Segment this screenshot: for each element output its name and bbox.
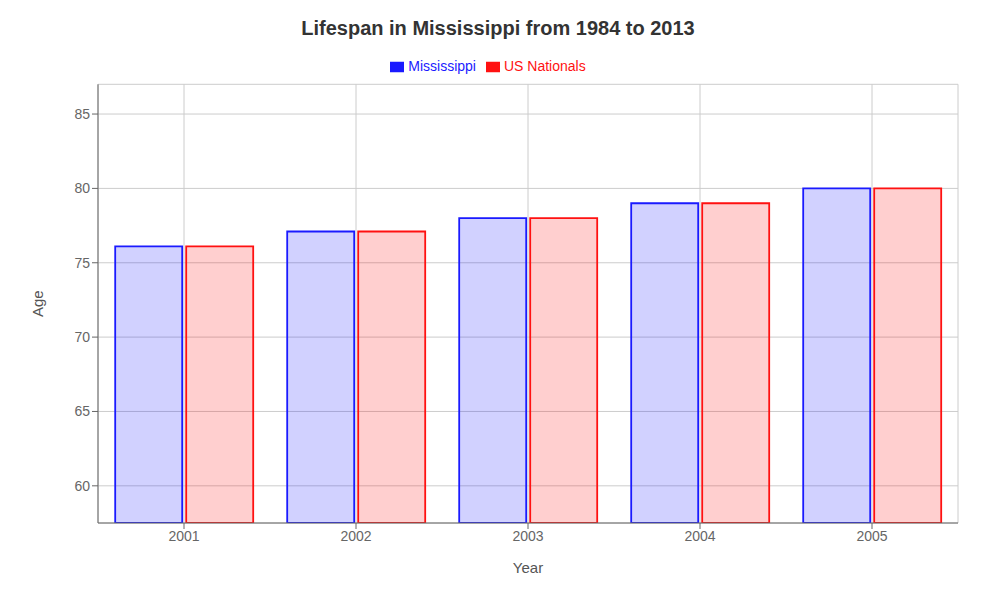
svg-text:80: 80: [74, 180, 90, 196]
svg-text:60: 60: [74, 478, 90, 494]
svg-text:85: 85: [74, 106, 90, 122]
svg-text:Year: Year: [513, 559, 543, 576]
html-text:Lifespan in Mississippi from 1: Lifespan in Mississippi from 1984 to 201…: [301, 17, 695, 39]
html-text:Mississippi: Mississippi: [408, 58, 476, 74]
svg-text:65: 65: [74, 403, 90, 419]
svg-text:2004: 2004: [684, 528, 715, 544]
svg-text:2001: 2001: [168, 528, 199, 544]
svg-text:2005: 2005: [856, 528, 887, 544]
svg-text:Age: Age: [29, 290, 46, 317]
svg-text:2002: 2002: [340, 528, 371, 544]
html-text:US Nationals: US Nationals: [504, 58, 586, 74]
svg-text:2003: 2003: [512, 528, 543, 544]
svg-text:70: 70: [74, 329, 90, 345]
svg-text:75: 75: [74, 255, 90, 271]
